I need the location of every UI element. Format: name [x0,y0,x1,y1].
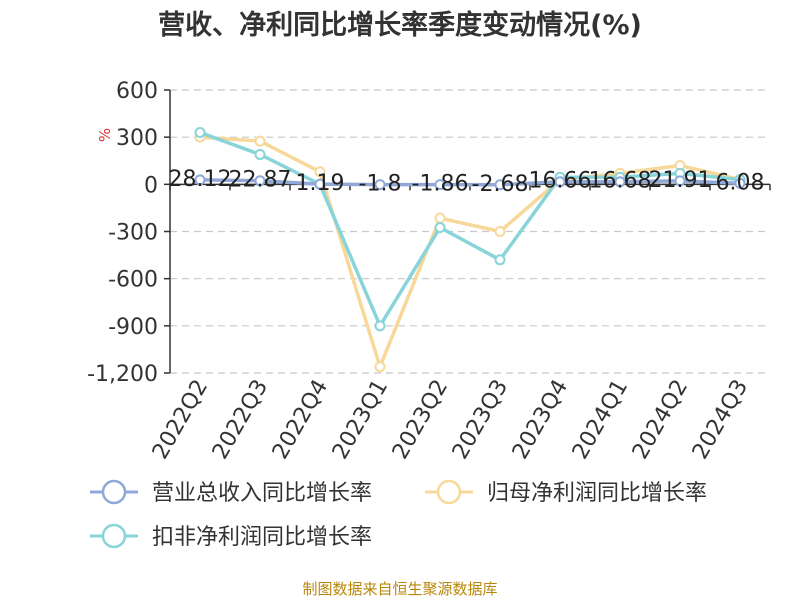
data-point [734,177,746,189]
legend-label: 营业总收入同比增长率 [152,481,372,506]
data-label: 22.87 [229,168,292,193]
data-point [374,361,386,373]
data-point [374,179,386,191]
y-tick-label: -600 [108,268,158,293]
data-point [254,175,266,187]
legend-label: 归母净利润同比增长率 [487,481,707,506]
y-tick-label: -900 [108,315,158,340]
data-point [494,179,506,191]
chart-title: 营收、净利同比增长率季度变动情况(%) [158,9,642,41]
series-line [199,178,741,187]
y-tick-label: 300 [116,126,158,151]
y-tick-label: -300 [108,221,158,246]
legend-marker [101,479,127,505]
data-point [254,135,266,147]
legend-label: 扣非净利润同比增长率 [152,525,372,550]
y-tick-label: -1,200 [87,362,158,387]
legend-marker [436,479,462,505]
x-tick-label: 2024Q2 [628,376,693,464]
data-point [434,179,446,191]
x-tick-label: 2024Q3 [688,376,753,464]
legend-item[interactable]: 扣非净利润同比增长率 [90,523,372,550]
data-point [194,174,206,186]
x-tick-label: 2024Q1 [568,376,633,464]
y-tick-label: 0 [144,173,158,198]
data-point [674,175,686,187]
data-label: -1.86 [412,172,469,197]
x-tick-label: 2023Q1 [328,376,393,464]
data-label: 21.91 [649,168,712,193]
legend-item[interactable]: 归母净利润同比增长率 [425,479,707,506]
series-lines [194,126,746,373]
data-label: 16.68 [589,169,652,194]
data-point [434,212,446,224]
x-tick-label: 2022Q3 [208,376,273,464]
data-label: 6.08 [716,170,765,195]
data-point [194,126,206,138]
data-point [494,226,506,237]
x-tick-label: 2022Q2 [148,376,213,464]
data-point [614,176,626,188]
series-line [199,130,741,328]
data-label: 1.19 [296,171,345,196]
series-line [199,135,741,369]
data-label: 28.12 [169,167,232,192]
data-point [314,166,326,178]
grid-lines [170,89,770,374]
data-label: 16.66 [529,169,592,194]
x-tick-label: 2023Q4 [508,376,573,464]
data-label: -1.8 [359,172,402,197]
y-tick-labels: 600 300 0 -300 -600 -900 -1,200 [87,79,158,387]
legend-marker [101,523,127,549]
y-unit-label: % [96,128,114,142]
x-tick-labels: 2022Q22022Q32022Q42023Q12023Q22023Q32023… [148,376,753,464]
x-tick-label: 2022Q4 [268,376,333,464]
x-tick-label: 2023Q3 [448,376,513,464]
data-point [374,320,386,332]
legend-item[interactable]: 营业总收入同比增长率 [90,479,372,506]
data-label: -2.68 [472,172,529,197]
x-tick-label: 2023Q2 [388,376,453,464]
data-point [314,178,326,190]
source-note: 制图数据来自恒生聚源数据库 [302,580,497,598]
y-tick-label: 600 [116,79,158,104]
data-point [494,254,506,266]
data-point [554,176,566,188]
data-point [434,222,446,234]
data-point [254,148,266,160]
